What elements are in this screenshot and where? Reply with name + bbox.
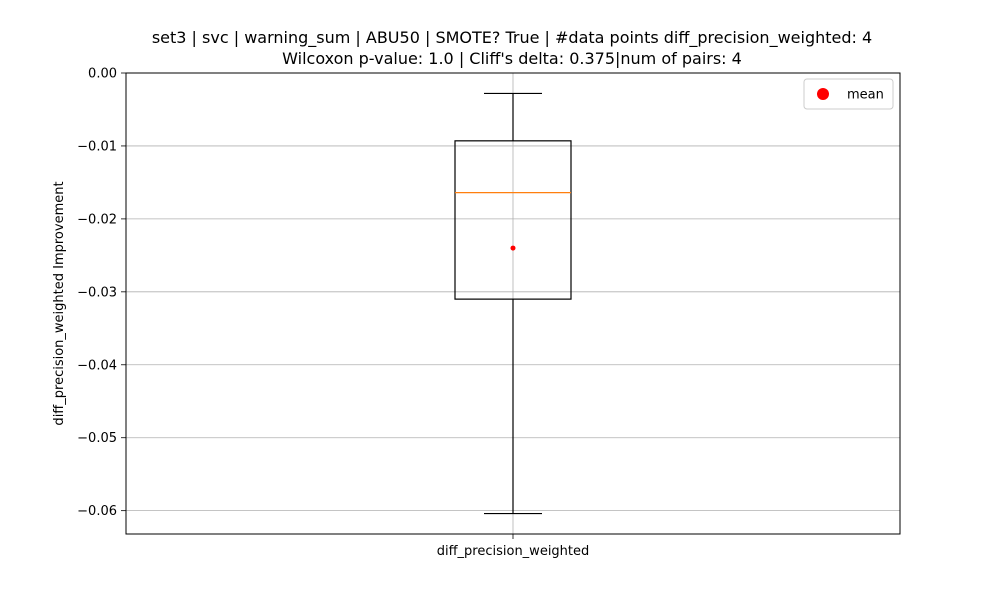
chart-title-line-2: Wilcoxon p-value: 1.0 | Cliff's delta: 0… xyxy=(282,49,742,68)
legend-label: mean xyxy=(847,88,884,103)
y-tick-label: −0.03 xyxy=(77,285,117,300)
mean-marker xyxy=(510,245,516,251)
legend-marker-mean xyxy=(817,88,829,100)
axis-layer: 0.00 −0.01 −0.02 −0.03 −0.04 −0.05 −0.06 diff_p… xyxy=(77,67,589,560)
plot-layer xyxy=(454,92,572,515)
chart-title-line-1: set3 | svc | warning_sum | ABU50 | SMOTE… xyxy=(152,28,872,48)
legend-box xyxy=(803,78,894,110)
y-tick-label: −0.05 xyxy=(77,431,117,446)
y-tick-label: −0.02 xyxy=(77,212,117,227)
legend: mean xyxy=(803,78,894,110)
y-tick-label: −0.04 xyxy=(77,358,117,373)
interquartile-box xyxy=(454,140,572,300)
y-tick-label: 0.00 xyxy=(88,67,117,82)
y-axis-label: diff_precision_weighted Improvement xyxy=(52,181,67,425)
y-tick-label: −0.06 xyxy=(77,504,117,519)
y-tick-label: −0.01 xyxy=(77,139,117,154)
x-tick-label: diff_precision_weighted xyxy=(437,544,590,559)
